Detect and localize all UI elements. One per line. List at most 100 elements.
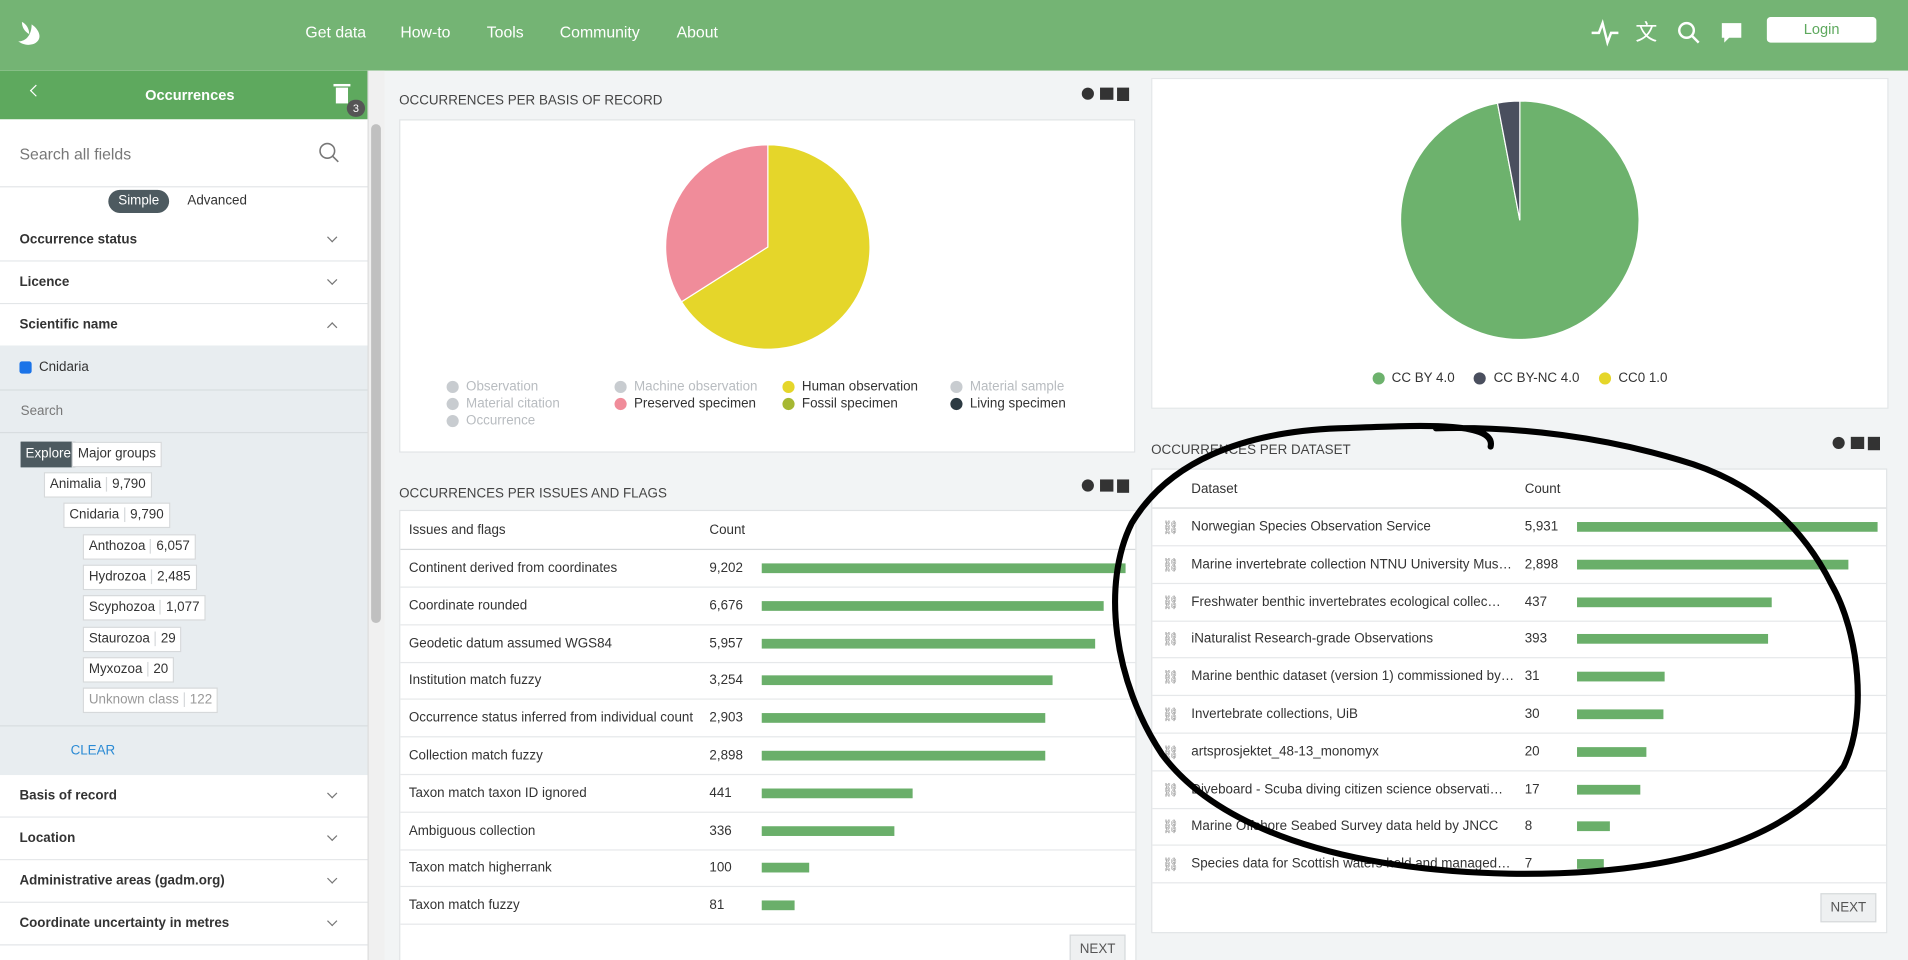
link-icon: ⛓	[1162, 595, 1180, 611]
row-count: 6,676	[709, 598, 743, 614]
nav-link[interactable]: Community	[559, 23, 640, 42]
translate-icon[interactable]: 文	[1635, 20, 1657, 45]
link-icon: ⛓	[1162, 520, 1180, 536]
pie-chart	[1399, 100, 1640, 341]
trash-icon[interactable]	[333, 83, 351, 105]
selected-filter[interactable]: Cnidaria	[19, 360, 89, 375]
count-bar	[761, 825, 894, 836]
taxon-count: 29	[154, 630, 181, 646]
table-row[interactable]: Taxon match fuzzy 81	[400, 887, 1136, 926]
tab-major-groups[interactable]: Major groups	[71, 441, 163, 468]
row-name: Species data for Scottish waters held an…	[1191, 856, 1511, 872]
table-row[interactable]: ⛓ Marine benthic dataset (version 1) comm…	[1152, 659, 1887, 697]
chevron	[327, 873, 338, 884]
table-row[interactable]: Ambiguous collection 336	[400, 812, 1136, 851]
next-button[interactable]: NEXT	[1069, 934, 1126, 960]
filter-row[interactable]: Occurrence status	[0, 219, 368, 262]
table-row[interactable]: ⛓ Marine invertebrate collection NTNU Uni…	[1152, 546, 1887, 584]
table-row[interactable]: Taxon match taxon ID ignored 441	[400, 775, 1136, 813]
legend-item[interactable]: Material sample	[950, 380, 1118, 394]
legend-item[interactable]: Human observation	[782, 380, 950, 394]
checkbox[interactable]	[19, 361, 32, 374]
table-row[interactable]: Continent derived from coordinates 9,202	[400, 550, 1136, 588]
nav-link[interactable]: Tools	[486, 23, 524, 42]
filter-row[interactable]: Licence	[0, 261, 368, 305]
table-row[interactable]: ⛓ Freshwater benthic invertebrates ecolog…	[1152, 584, 1887, 622]
taxon[interactable]: Staurozoa 29	[82, 626, 182, 652]
view-icons[interactable]	[1831, 434, 1881, 451]
legend-item[interactable]: Observation	[446, 380, 615, 394]
row-count: 2,903	[709, 710, 743, 726]
tab-explore[interactable]: Explore	[20, 441, 76, 468]
table-row[interactable]: ⛓ Diveboard - Scuba diving citizen scienc…	[1152, 771, 1887, 809]
table-row[interactable]: Taxon match higherrank 100	[400, 850, 1136, 888]
view-icons[interactable]	[1081, 477, 1130, 494]
table-row[interactable]: Institution match fuzzy 3,254	[400, 662, 1136, 701]
taxon[interactable]: Scyphozoa 1,077	[82, 595, 206, 621]
table-row[interactable]: Occurrence status inferred from individu…	[400, 700, 1136, 738]
table-row[interactable]: ⛓ iNaturalist Research-grade Observations…	[1152, 621, 1887, 659]
search-placeholder: Search all fields	[19, 144, 132, 164]
legend-item[interactable]: Living specimen	[950, 397, 1118, 411]
taxon[interactable]: Animalia 9,790	[43, 472, 152, 498]
taxon[interactable]: Unknown class 122	[82, 687, 219, 714]
search-icon[interactable]	[319, 142, 341, 164]
taxon-count: 20	[147, 661, 174, 677]
search-box[interactable]: Search all fields	[0, 119, 368, 188]
clear-button[interactable]: CLEAR	[70, 743, 116, 759]
logo[interactable]	[15, 17, 49, 49]
table-row[interactable]: ⛓ Invertebrate collections, UiB 30	[1152, 696, 1887, 734]
mode-simple[interactable]: Simple	[108, 189, 170, 213]
filter-row[interactable]: Basis of record	[0, 775, 368, 818]
card-title: OCCURRENCES PER ISSUES AND FLAGS	[399, 486, 667, 502]
nav-link[interactable]: About	[676, 23, 718, 42]
table-row[interactable]: Geodetic datum assumed WGS84 5,957	[400, 625, 1136, 663]
table-row[interactable]: Collection match fuzzy 2,898	[400, 737, 1136, 776]
next-button[interactable]: NEXT	[1820, 893, 1877, 923]
filter-row[interactable]: Scientific name	[0, 304, 368, 347]
view-icons[interactable]	[1081, 85, 1130, 102]
nav-link[interactable]: How-to	[400, 23, 451, 42]
legend-item[interactable]: Material citation	[446, 397, 615, 411]
activity-icon[interactable]	[1591, 19, 1619, 47]
row-count: 20	[1524, 744, 1540, 760]
filter-row[interactable]: Administrative areas (gadm.org)	[0, 860, 368, 903]
feedback-icon[interactable]	[1721, 23, 1742, 43]
legend-item[interactable]: Preserved specimen	[614, 397, 783, 411]
table-row[interactable]: ⛓ Species data for Scottish waters held a…	[1152, 846, 1887, 884]
count-bar	[1577, 784, 1641, 795]
legend-item[interactable]: CC BY 4.0	[1372, 371, 1455, 386]
legend-item[interactable]: Fossil specimen	[782, 397, 950, 411]
mode-advanced[interactable]: Advanced	[187, 193, 247, 209]
legend-item[interactable]: Occurrence	[446, 414, 615, 428]
legend-item[interactable]: CC0 1.0	[1598, 371, 1667, 386]
taxon[interactable]: Myxozoa 20	[82, 656, 175, 683]
login-button[interactable]: Login	[1766, 17, 1877, 43]
taxon[interactable]: Cnidaria 9,790	[63, 502, 170, 529]
count-bar	[761, 600, 1104, 611]
nav-link[interactable]: Get data	[305, 23, 367, 42]
filter-row[interactable]: Location	[0, 817, 368, 861]
count-bar	[761, 713, 1045, 724]
table-row[interactable]: ⛓ artsprosjektet_48-13_monomyx 20	[1152, 734, 1887, 772]
link-icon: ⛓	[1162, 745, 1180, 761]
search-icon[interactable]	[1678, 21, 1696, 39]
taxon-count: 2,485	[150, 569, 196, 584]
column-header: Dataset	[1191, 481, 1238, 497]
legend-swatch	[614, 380, 627, 394]
legend-item[interactable]: Machine observation	[614, 380, 783, 394]
table-row[interactable]: Coordinate rounded 6,676	[400, 587, 1136, 626]
scrollbar[interactable]	[367, 70, 385, 960]
taxon[interactable]: Hydrozoa 2,485	[82, 564, 197, 591]
filter-row[interactable]: Coordinate uncertainty in metres	[0, 902, 368, 946]
legend-item[interactable]: CC BY-NC 4.0	[1474, 371, 1579, 386]
taxon[interactable]: Anthozoa 6,057	[82, 533, 196, 560]
name-search[interactable]: Search	[20, 403, 64, 419]
chevron	[327, 232, 338, 243]
taxon-name: Unknown class	[88, 692, 179, 708]
taxon-name: Animalia	[49, 477, 102, 492]
table-row[interactable]: ⛓ Norwegian Species Observation Service 5,…	[1152, 509, 1887, 547]
table-row[interactable]: ⛓ Marine Offshore Seabed Survey data held…	[1152, 808, 1887, 847]
row-count: 2,898	[709, 748, 743, 763]
row-name: Taxon match higherrank	[408, 860, 552, 876]
